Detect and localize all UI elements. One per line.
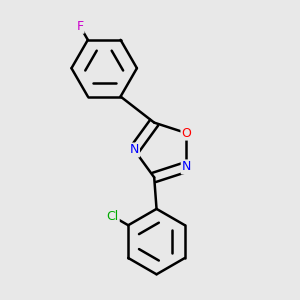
Text: N: N <box>130 143 139 157</box>
Text: F: F <box>76 20 84 33</box>
Text: Cl: Cl <box>106 210 119 223</box>
Text: N: N <box>182 160 191 173</box>
Text: O: O <box>182 127 191 140</box>
